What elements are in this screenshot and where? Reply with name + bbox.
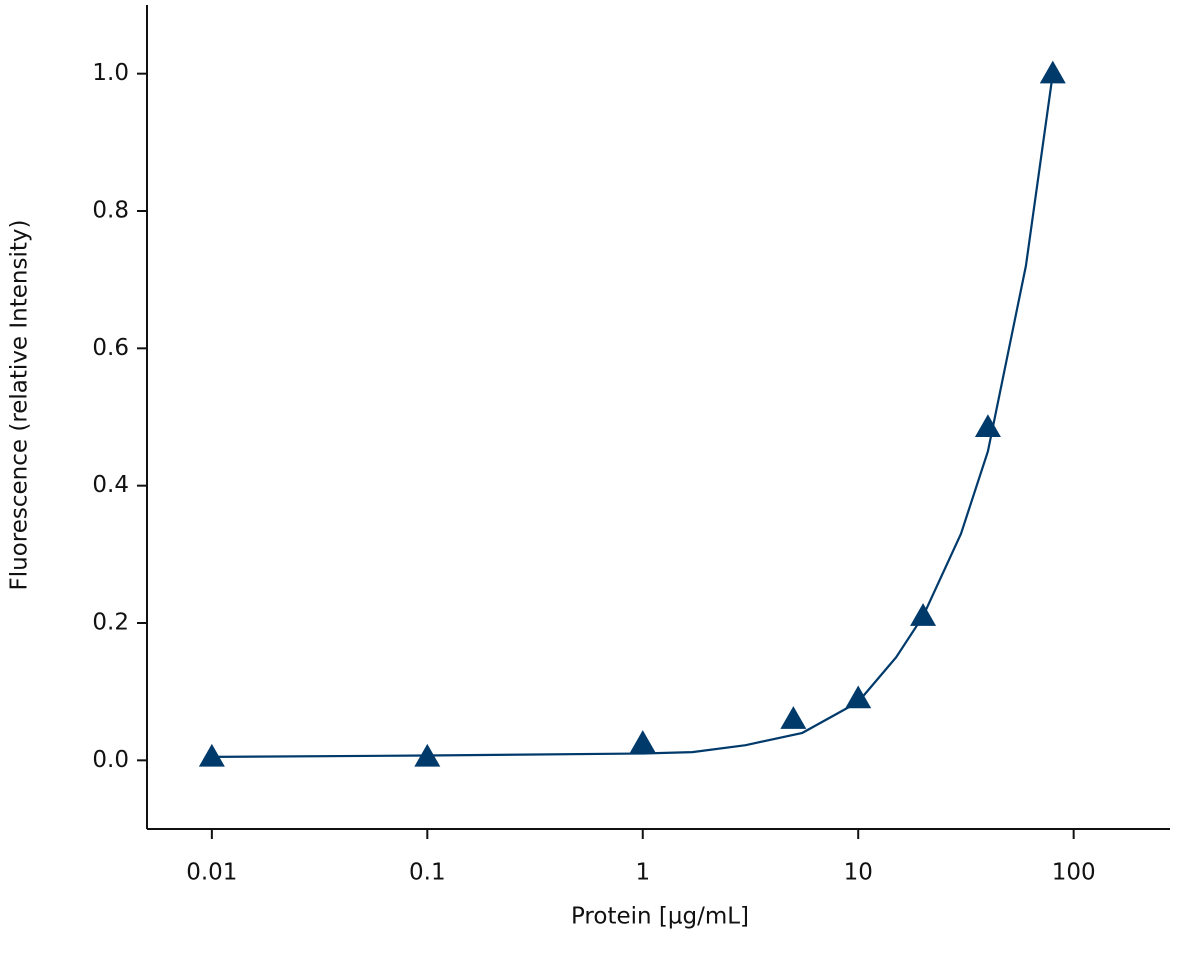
data-point <box>845 685 872 709</box>
y-tick-label: 1.0 <box>92 60 129 86</box>
data-point <box>974 414 1001 438</box>
x-tick-label: 0.01 <box>186 860 237 886</box>
y-axis-label: Fluorescence (relative Intensity) <box>7 220 33 591</box>
x-tick-label: 10 <box>844 860 873 886</box>
x-tick-label: 100 <box>1052 860 1096 886</box>
x-axis-label: Protein [µg/mL] <box>571 904 749 930</box>
x-tick-label: 0.1 <box>409 860 446 886</box>
y-tick-label: 0.2 <box>92 610 129 636</box>
fit-line <box>211 73 1054 758</box>
y-tick-label: 0.6 <box>92 335 129 361</box>
data-point <box>629 730 656 753</box>
y-tick-label: 0.8 <box>92 198 129 224</box>
data-point <box>1039 60 1066 84</box>
data-point <box>414 743 441 767</box>
x-tick-label: 1 <box>635 860 650 886</box>
y-tick-label: 0.0 <box>92 747 129 773</box>
data-point <box>780 706 807 729</box>
data-point <box>910 603 937 626</box>
data-point <box>198 743 225 767</box>
y-tick-label: 0.4 <box>92 472 129 498</box>
